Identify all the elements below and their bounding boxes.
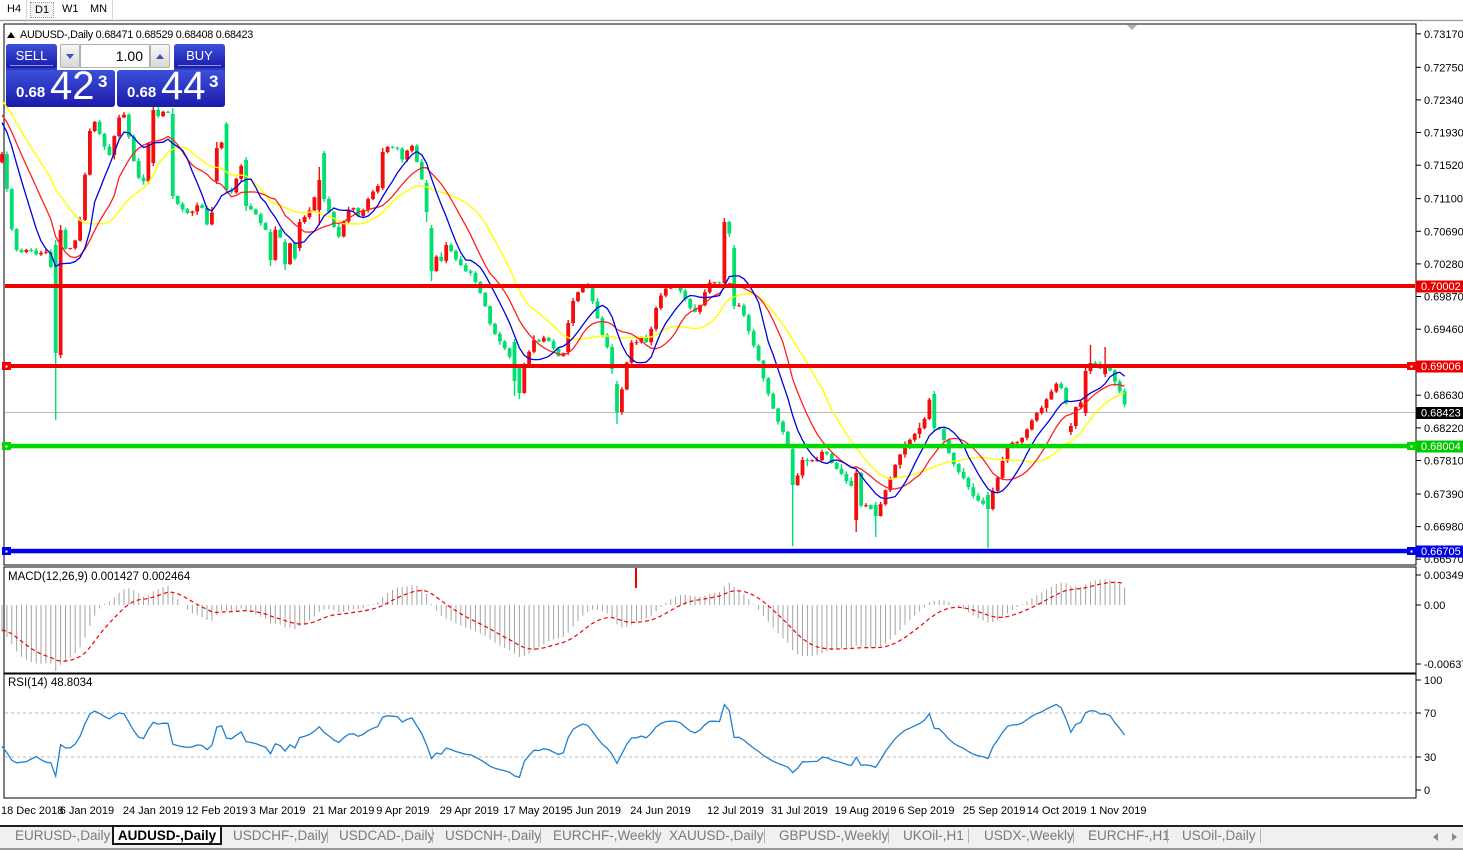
svg-text:31 Jul 2019: 31 Jul 2019 — [771, 805, 828, 817]
svg-text:14 Oct 2019: 14 Oct 2019 — [1027, 805, 1087, 817]
svg-text:18 Dec 2018: 18 Dec 2018 — [1, 805, 63, 817]
svg-text:0.68423: 0.68423 — [1421, 408, 1461, 420]
svg-text:0.68630: 0.68630 — [1424, 390, 1463, 402]
svg-text:29 Apr 2019: 29 Apr 2019 — [440, 805, 499, 817]
svg-text:0.70690: 0.70690 — [1424, 226, 1463, 238]
svg-text:12 Jul 2019: 12 Jul 2019 — [707, 805, 764, 817]
svg-text:12 Feb 2019: 12 Feb 2019 — [186, 805, 248, 817]
svg-text:MACD(12,26,9) 0.001427 0.00246: MACD(12,26,9) 0.001427 0.002464 — [8, 571, 191, 583]
svg-text:0.67390: 0.67390 — [1424, 489, 1463, 501]
svg-text:0.71520: 0.71520 — [1424, 160, 1463, 172]
svg-text:0.69460: 0.69460 — [1424, 324, 1463, 336]
svg-text:100: 100 — [1424, 675, 1442, 687]
svg-text:RSI(14) 48.8034: RSI(14) 48.8034 — [8, 677, 93, 689]
svg-text:0.67810: 0.67810 — [1424, 456, 1463, 468]
svg-text:0.70280: 0.70280 — [1424, 259, 1463, 271]
svg-text:5 Jun 2019: 5 Jun 2019 — [567, 805, 621, 817]
svg-text:70: 70 — [1424, 708, 1436, 720]
svg-text:0.72340: 0.72340 — [1424, 95, 1463, 107]
svg-text:0: 0 — [1424, 785, 1430, 797]
svg-text:21 Mar 2019: 21 Mar 2019 — [313, 805, 375, 817]
svg-text:0.69006: 0.69006 — [1421, 361, 1461, 373]
svg-text:6 Jan 2019: 6 Jan 2019 — [60, 805, 114, 817]
svg-text:24 Jun 2019: 24 Jun 2019 — [630, 805, 691, 817]
svg-text:0.68220: 0.68220 — [1424, 423, 1463, 435]
svg-text:0.66980: 0.66980 — [1424, 522, 1463, 534]
svg-text:24 Jan 2019: 24 Jan 2019 — [123, 805, 184, 817]
svg-text:9 Apr 2019: 9 Apr 2019 — [376, 805, 429, 817]
svg-text:25 Sep 2019: 25 Sep 2019 — [963, 805, 1025, 817]
svg-text:0.68004: 0.68004 — [1421, 441, 1461, 453]
svg-text:1 Nov 2019: 1 Nov 2019 — [1090, 805, 1146, 817]
svg-text:0.72750: 0.72750 — [1424, 62, 1463, 74]
svg-text:0.69870: 0.69870 — [1424, 292, 1463, 304]
svg-text:0.71930: 0.71930 — [1424, 128, 1463, 140]
svg-text:0.00: 0.00 — [1424, 600, 1445, 612]
svg-text:6 Sep 2019: 6 Sep 2019 — [898, 805, 954, 817]
svg-text:19 Aug 2019: 19 Aug 2019 — [835, 805, 897, 817]
svg-text:0.66705: 0.66705 — [1421, 546, 1461, 558]
svg-text:0.70002: 0.70002 — [1421, 281, 1461, 293]
svg-text:17 May 2019: 17 May 2019 — [503, 805, 567, 817]
svg-text:0.73170: 0.73170 — [1424, 29, 1463, 41]
svg-text:0.00349: 0.00349 — [1424, 570, 1463, 582]
svg-text:30: 30 — [1424, 752, 1436, 764]
svg-text:AUDUSD-,Daily 0.68471 0.68529: AUDUSD-,Daily 0.68471 0.68529 0.68408 0.… — [20, 29, 253, 41]
svg-text:0.71100: 0.71100 — [1424, 194, 1463, 206]
svg-text:-0.00637: -0.00637 — [1424, 659, 1463, 671]
svg-text:3 Mar 2019: 3 Mar 2019 — [250, 805, 306, 817]
